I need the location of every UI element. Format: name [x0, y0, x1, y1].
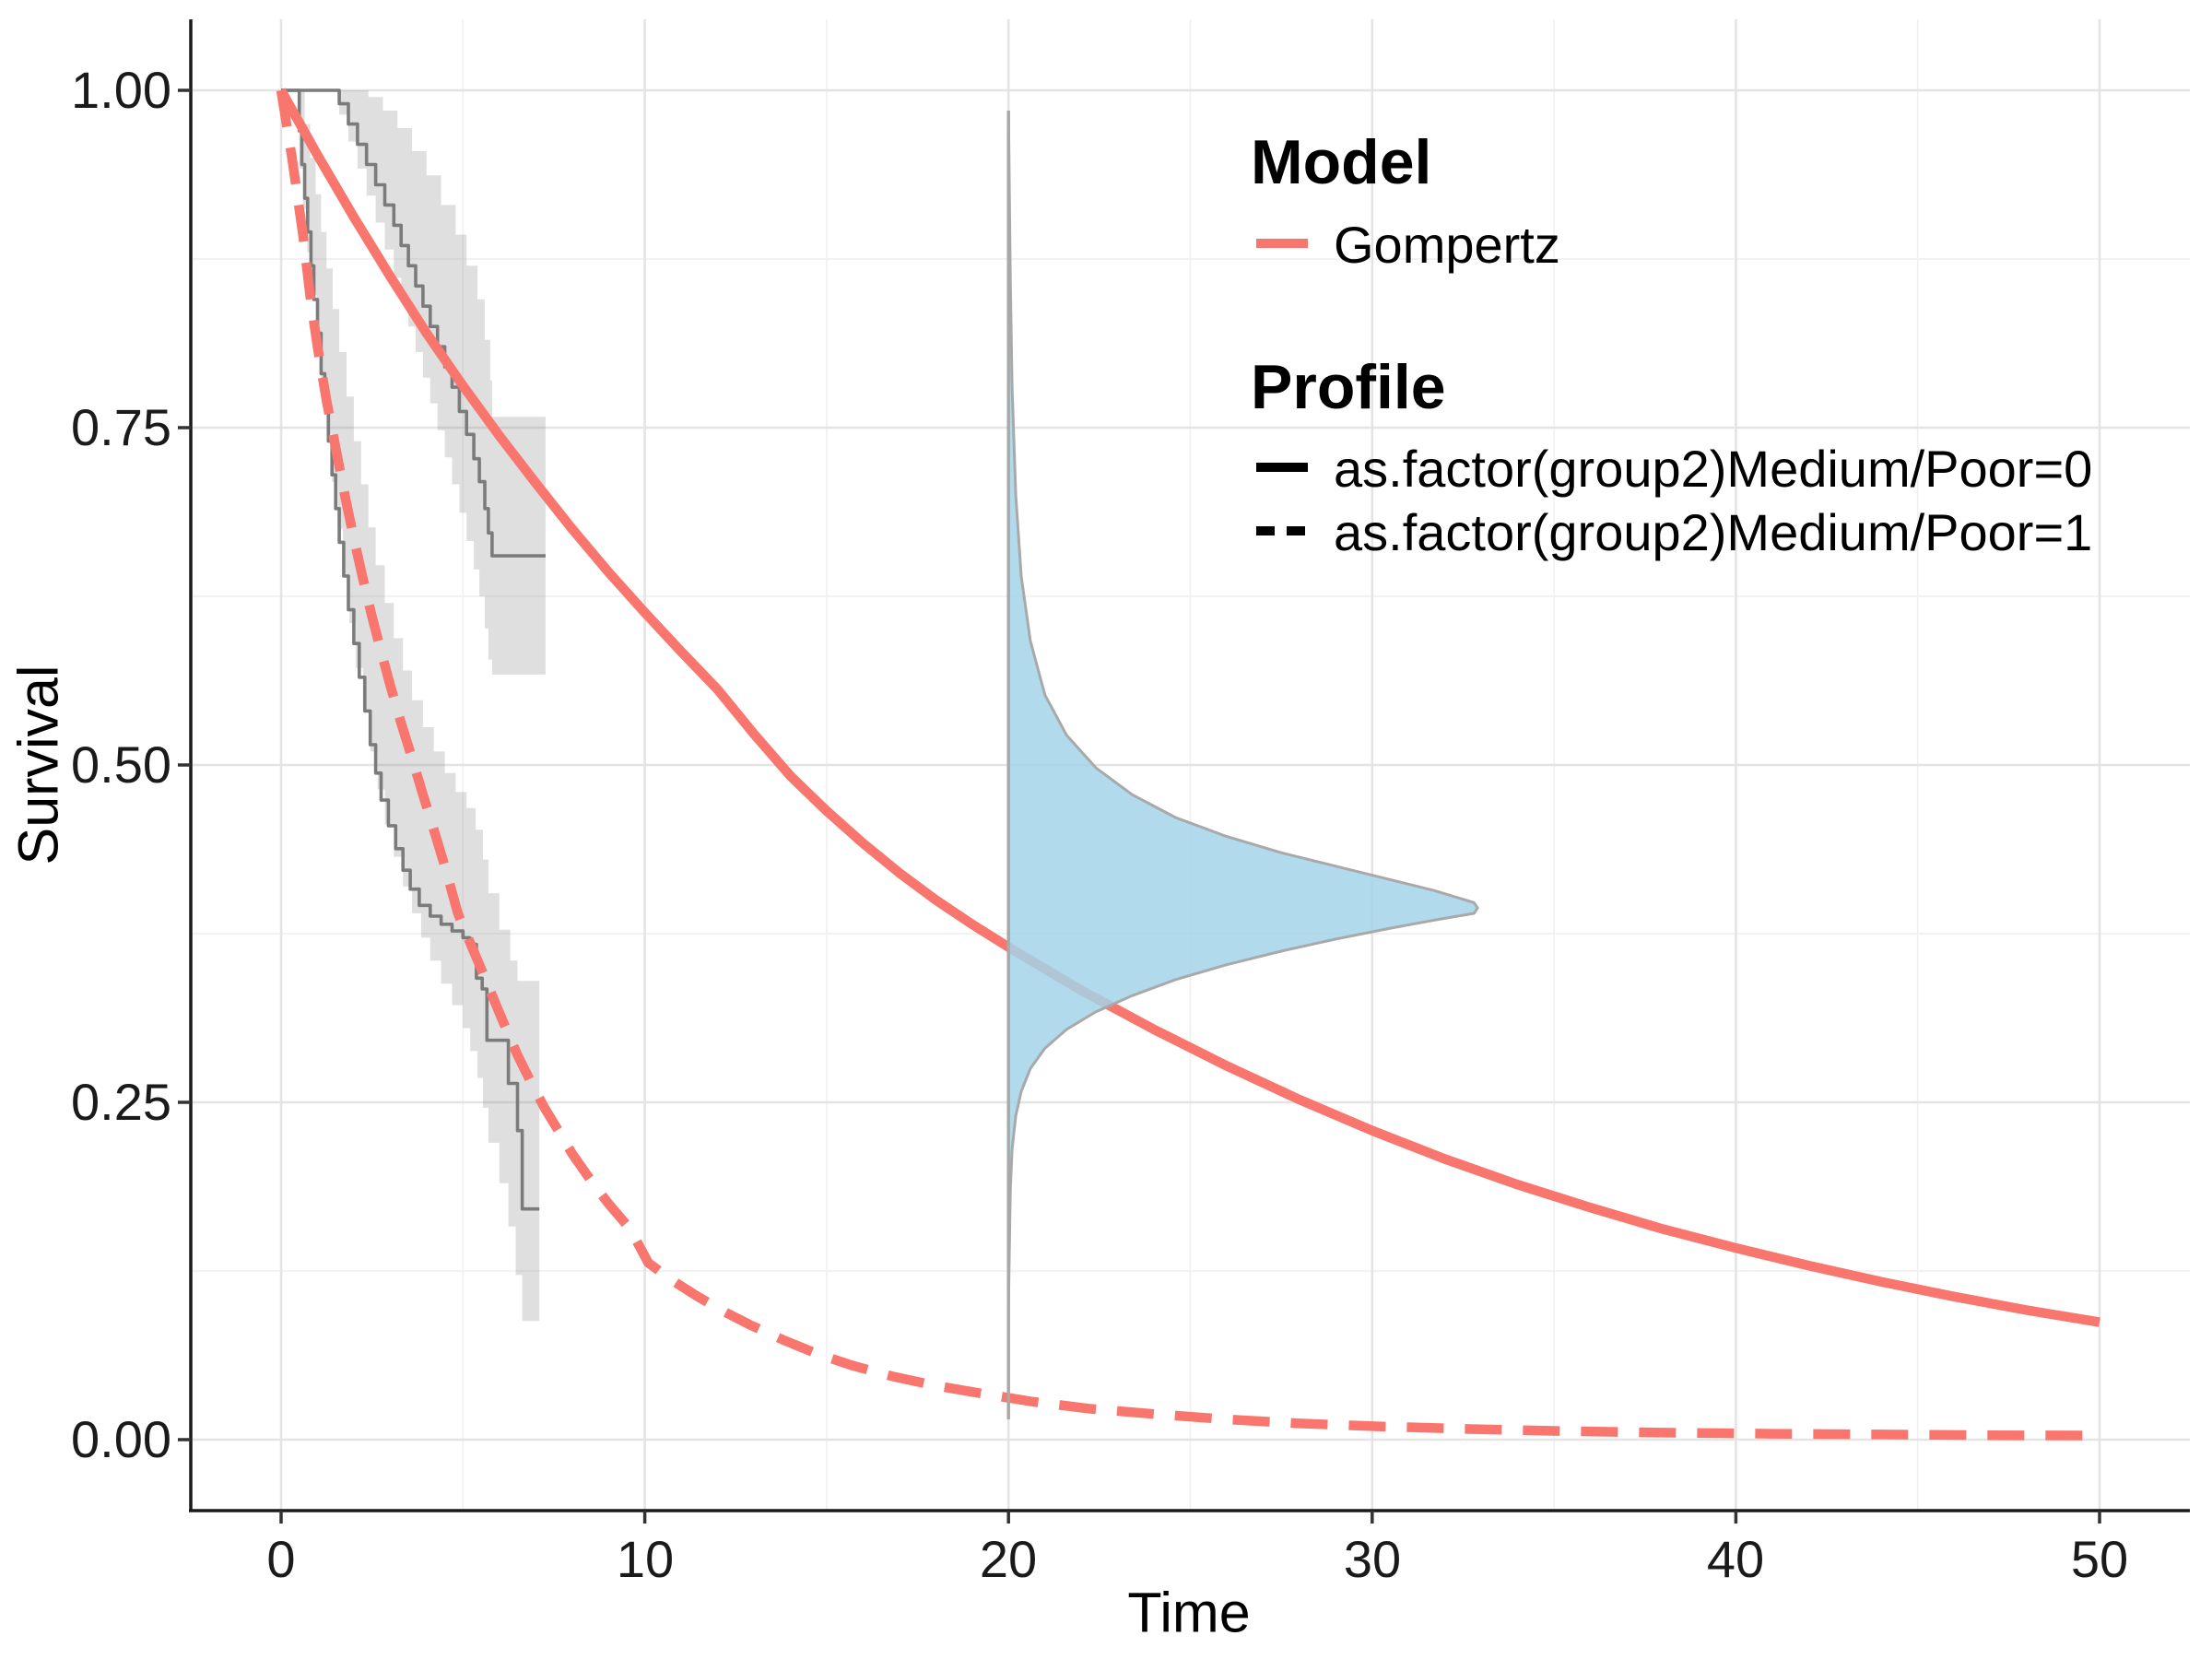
legend-key-profile1-dashed [1256, 526, 1308, 535]
x-axis-title: Time [1127, 1581, 1251, 1644]
y-tick-label: 0.00 [71, 1410, 171, 1468]
density-violin-fill [1008, 111, 1478, 1305]
y-tick-label: 0.25 [71, 1073, 171, 1131]
y-tick-label: 0.50 [71, 735, 171, 794]
x-tick-label: 0 [266, 1530, 296, 1588]
legend-title-profile: Profile [1251, 352, 1446, 422]
legend-item-profile0: as.factor(group2)Medium/Poor=0 [1334, 440, 2093, 498]
gompertz-solid-curve [276, 88, 2100, 1327]
x-tick-label: 20 [979, 1530, 1038, 1588]
legend-item-gompertz: Gompertz [1334, 216, 1560, 274]
legend-title-model: Model [1251, 127, 1432, 197]
legend-item-profile1: as.factor(group2)Medium/Poor=1 [1334, 503, 2093, 561]
y-tick-label: 0.75 [71, 398, 171, 456]
confidence-band [281, 90, 546, 675]
density-violin-outline [1006, 110, 1479, 1305]
y-axis-title: Survival [6, 665, 70, 865]
legend-key-profile0-solid [1256, 463, 1308, 472]
gompertz-dashed-curve [276, 89, 2100, 1441]
x-tick-label: 40 [1706, 1530, 1765, 1588]
y-tick-label: 1.00 [71, 61, 171, 119]
km-step-curve [281, 88, 546, 558]
confidence-band [281, 90, 540, 1322]
x-tick-label: 50 [2070, 1530, 2129, 1588]
legend-key-gompertz [1256, 239, 1308, 248]
x-tick-label: 10 [616, 1530, 675, 1588]
x-tick-label: 30 [1343, 1530, 1402, 1588]
